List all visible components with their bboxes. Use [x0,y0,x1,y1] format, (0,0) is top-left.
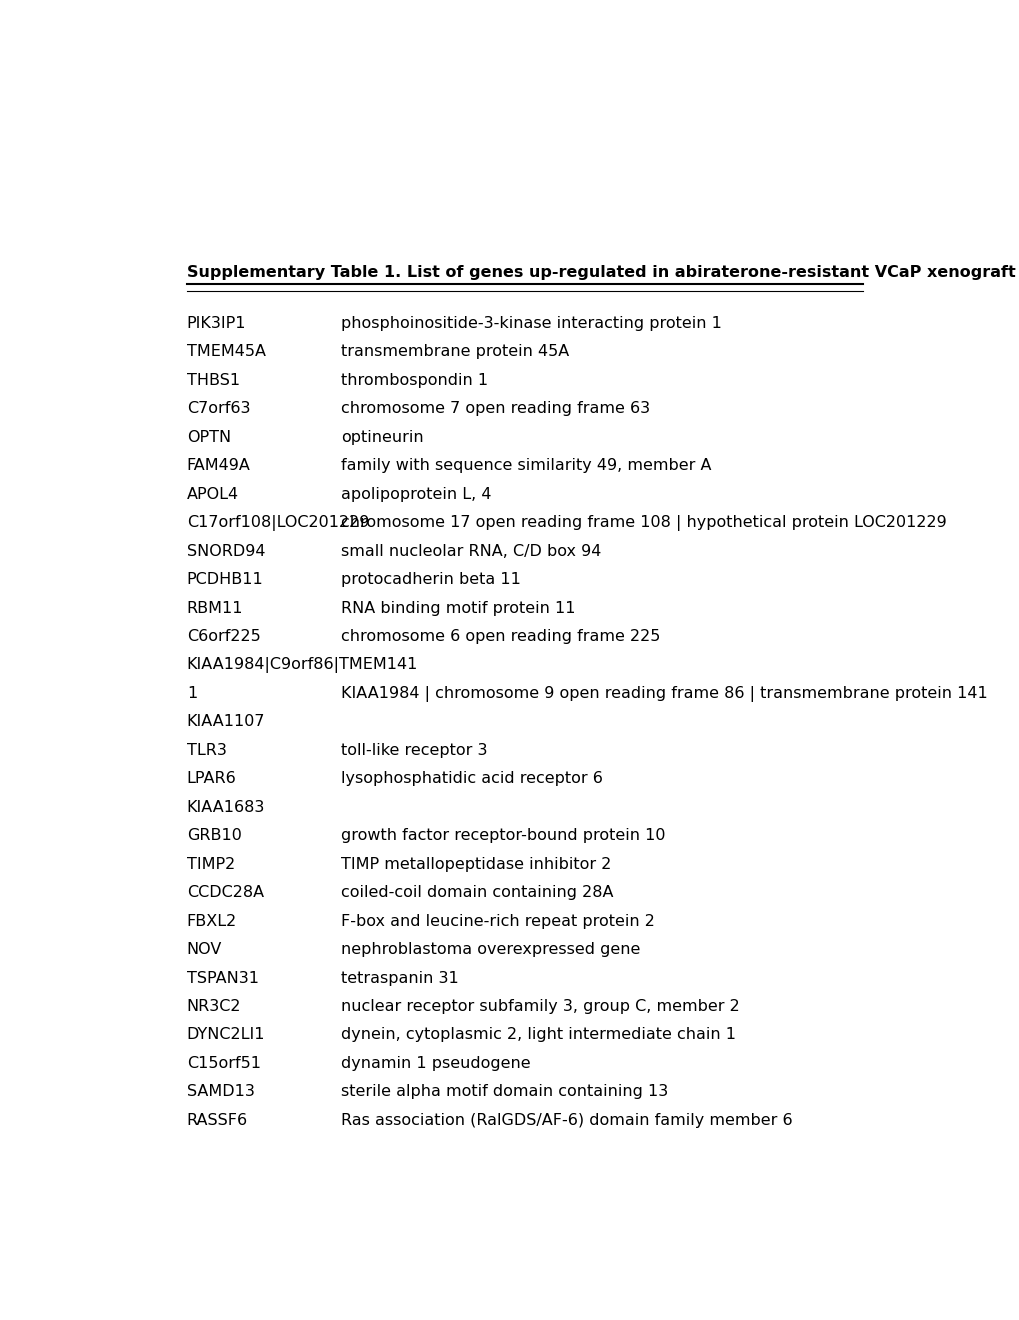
Text: nephroblastoma overexpressed gene: nephroblastoma overexpressed gene [340,942,640,957]
Text: THBS1: THBS1 [186,372,239,388]
Text: LPAR6: LPAR6 [186,771,236,787]
Text: lysophosphatidic acid receptor 6: lysophosphatidic acid receptor 6 [340,771,602,787]
Text: KIAA1683: KIAA1683 [186,800,265,814]
Text: NOV: NOV [186,942,222,957]
Text: sterile alpha motif domain containing 13: sterile alpha motif domain containing 13 [340,1084,667,1100]
Text: TIMP2: TIMP2 [186,857,234,871]
Text: dynamin 1 pseudogene: dynamin 1 pseudogene [340,1056,530,1071]
Text: TSPAN31: TSPAN31 [186,970,259,986]
Text: C17orf108|LOC201229: C17orf108|LOC201229 [186,515,369,531]
Text: KIAA1984 | chromosome 9 open reading frame 86 | transmembrane protein 141: KIAA1984 | chromosome 9 open reading fra… [340,686,986,702]
Text: PCDHB11: PCDHB11 [186,572,263,587]
Text: C7orf63: C7orf63 [186,401,250,416]
Text: chromosome 17 open reading frame 108 | hypothetical protein LOC201229: chromosome 17 open reading frame 108 | h… [340,515,946,531]
Text: C6orf225: C6orf225 [186,630,260,644]
Text: C15orf51: C15orf51 [186,1056,261,1071]
Text: SAMD13: SAMD13 [186,1084,255,1100]
Text: RASSF6: RASSF6 [186,1113,248,1127]
Text: toll-like receptor 3: toll-like receptor 3 [340,743,487,758]
Text: DYNC2LI1: DYNC2LI1 [186,1027,265,1043]
Text: OPTN: OPTN [186,430,230,445]
Text: apolipoprotein L, 4: apolipoprotein L, 4 [340,487,491,502]
Text: FBXL2: FBXL2 [186,913,236,928]
Text: nuclear receptor subfamily 3, group C, member 2: nuclear receptor subfamily 3, group C, m… [340,999,739,1014]
Text: coiled-coil domain containing 28A: coiled-coil domain containing 28A [340,886,612,900]
Text: phosphoinositide-3-kinase interacting protein 1: phosphoinositide-3-kinase interacting pr… [340,315,721,331]
Text: 1: 1 [186,686,197,701]
Text: dynein, cytoplasmic 2, light intermediate chain 1: dynein, cytoplasmic 2, light intermediat… [340,1027,736,1043]
Text: tetraspanin 31: tetraspanin 31 [340,970,459,986]
Text: thrombospondin 1: thrombospondin 1 [340,372,487,388]
Text: FAM49A: FAM49A [186,458,251,474]
Text: Ras association (RalGDS/AF-6) domain family member 6: Ras association (RalGDS/AF-6) domain fam… [340,1113,792,1127]
Text: small nucleolar RNA, C/D box 94: small nucleolar RNA, C/D box 94 [340,544,601,558]
Text: transmembrane protein 45A: transmembrane protein 45A [340,345,569,359]
Text: SNORD94: SNORD94 [186,544,265,558]
Text: NR3C2: NR3C2 [186,999,242,1014]
Text: Supplementary Table 1. List of genes up-regulated in abiraterone-resistant VCaP : Supplementary Table 1. List of genes up-… [186,265,1019,280]
Text: KIAA1984|C9orf86|TMEM141: KIAA1984|C9orf86|TMEM141 [186,657,418,673]
Text: APOL4: APOL4 [186,487,238,502]
Text: TLR3: TLR3 [186,743,226,758]
Text: KIAA1107: KIAA1107 [186,714,265,730]
Text: growth factor receptor-bound protein 10: growth factor receptor-bound protein 10 [340,828,664,843]
Text: RNA binding motif protein 11: RNA binding motif protein 11 [340,601,575,615]
Text: chromosome 7 open reading frame 63: chromosome 7 open reading frame 63 [340,401,649,416]
Text: CCDC28A: CCDC28A [186,886,264,900]
Text: protocadherin beta 11: protocadherin beta 11 [340,572,521,587]
Text: family with sequence similarity 49, member A: family with sequence similarity 49, memb… [340,458,710,474]
Text: F-box and leucine-rich repeat protein 2: F-box and leucine-rich repeat protein 2 [340,913,654,928]
Text: TMEM45A: TMEM45A [186,345,266,359]
Text: TIMP metallopeptidase inhibitor 2: TIMP metallopeptidase inhibitor 2 [340,857,610,871]
Text: RBM11: RBM11 [186,601,244,615]
Text: GRB10: GRB10 [186,828,242,843]
Text: PIK3IP1: PIK3IP1 [186,315,246,331]
Text: optineurin: optineurin [340,430,423,445]
Text: chromosome 6 open reading frame 225: chromosome 6 open reading frame 225 [340,630,659,644]
